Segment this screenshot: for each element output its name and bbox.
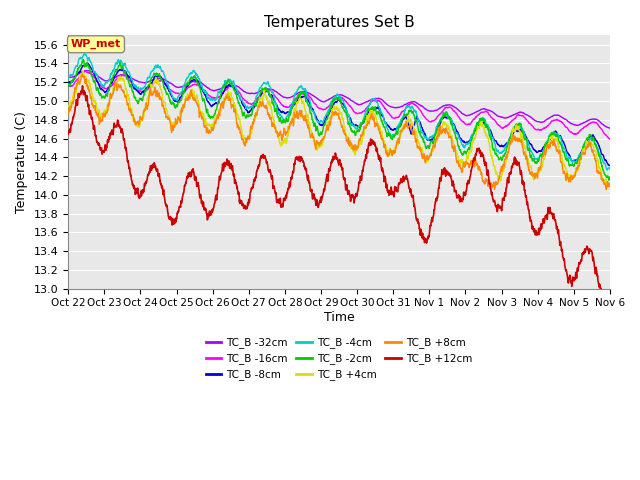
TC_B -2cm xyxy=(212,107,220,112)
TC_B +4cm xyxy=(165,113,173,119)
TC_B +8cm xyxy=(78,72,86,78)
TC_B +12cm xyxy=(582,246,590,252)
TC_B -8cm xyxy=(606,163,614,168)
TC_B -8cm xyxy=(500,144,508,149)
TC_B +4cm xyxy=(64,104,72,109)
TC_B -8cm xyxy=(83,60,91,66)
Line: TC_B -8cm: TC_B -8cm xyxy=(68,63,610,166)
Line: TC_B -4cm: TC_B -4cm xyxy=(68,54,610,170)
TC_B -16cm xyxy=(500,125,508,131)
TC_B +12cm xyxy=(165,215,173,221)
TC_B -4cm xyxy=(165,87,173,93)
TC_B -8cm xyxy=(582,138,590,144)
TC_B +8cm xyxy=(64,110,72,116)
TC_B -32cm xyxy=(344,96,352,101)
Line: TC_B +4cm: TC_B +4cm xyxy=(68,71,610,188)
TC_B -2cm xyxy=(344,121,352,127)
X-axis label: Time: Time xyxy=(324,311,355,324)
TC_B -32cm xyxy=(401,102,408,108)
TC_B -32cm xyxy=(64,74,72,80)
Title: Temperatures Set B: Temperatures Set B xyxy=(264,15,415,30)
TC_B +12cm xyxy=(79,83,86,89)
TC_B -4cm xyxy=(604,167,611,173)
TC_B -32cm xyxy=(165,80,173,85)
Text: WP_met: WP_met xyxy=(71,39,121,49)
TC_B -2cm xyxy=(401,111,408,117)
Line: TC_B +8cm: TC_B +8cm xyxy=(68,75,610,190)
TC_B -32cm xyxy=(582,119,590,124)
TC_B +12cm xyxy=(401,175,408,180)
TC_B -4cm xyxy=(212,96,220,101)
TC_B +4cm xyxy=(603,185,611,191)
TC_B -2cm xyxy=(165,96,173,102)
TC_B -16cm xyxy=(165,86,173,92)
TC_B +8cm xyxy=(500,164,508,169)
TC_B -4cm xyxy=(64,75,72,81)
TC_B +8cm xyxy=(212,118,220,124)
TC_B -8cm xyxy=(165,88,173,94)
TC_B -16cm xyxy=(401,108,408,113)
TC_B -32cm xyxy=(83,68,90,73)
Line: TC_B -2cm: TC_B -2cm xyxy=(68,60,610,180)
TC_B +4cm xyxy=(401,125,408,131)
TC_B -2cm xyxy=(606,174,614,180)
TC_B -16cm xyxy=(212,95,220,101)
TC_B +12cm xyxy=(500,195,508,201)
TC_B +8cm xyxy=(606,183,614,189)
TC_B +4cm xyxy=(344,137,352,143)
TC_B -32cm xyxy=(212,87,220,93)
Line: TC_B -16cm: TC_B -16cm xyxy=(68,71,610,139)
TC_B -2cm xyxy=(64,81,72,87)
TC_B +4cm xyxy=(500,166,508,172)
TC_B -4cm xyxy=(500,147,508,153)
TC_B -4cm xyxy=(401,108,408,114)
TC_B -8cm xyxy=(212,100,220,106)
TC_B +8cm xyxy=(582,145,590,151)
Line: TC_B +12cm: TC_B +12cm xyxy=(68,86,610,304)
TC_B -8cm xyxy=(401,115,408,121)
TC_B -16cm xyxy=(582,123,590,129)
TC_B -4cm xyxy=(81,51,89,57)
TC_B -32cm xyxy=(500,115,508,120)
TC_B +12cm xyxy=(64,132,72,137)
TC_B -2cm xyxy=(605,177,612,183)
TC_B -2cm xyxy=(79,57,87,62)
TC_B -4cm xyxy=(606,166,614,172)
TC_B +8cm xyxy=(344,136,352,142)
TC_B -4cm xyxy=(344,111,352,117)
TC_B +12cm xyxy=(606,294,614,300)
TC_B -2cm xyxy=(500,153,508,158)
TC_B +4cm xyxy=(606,180,614,186)
TC_B +4cm xyxy=(212,116,220,121)
TC_B +12cm xyxy=(212,194,220,200)
Y-axis label: Temperature (C): Temperature (C) xyxy=(15,111,28,213)
TC_B -8cm xyxy=(344,112,352,118)
TC_B -8cm xyxy=(64,79,72,85)
TC_B -16cm xyxy=(344,101,352,107)
TC_B +12cm xyxy=(344,191,352,197)
TC_B +4cm xyxy=(582,138,590,144)
TC_B -32cm xyxy=(606,125,614,131)
TC_B +8cm xyxy=(165,115,173,121)
TC_B +8cm xyxy=(603,187,611,192)
TC_B +4cm xyxy=(79,68,87,73)
TC_B -8cm xyxy=(606,163,614,168)
TC_B -4cm xyxy=(582,139,590,145)
Legend: TC_B -32cm, TC_B -16cm, TC_B -8cm, TC_B -4cm, TC_B -2cm, TC_B +4cm, TC_B +8cm, T: TC_B -32cm, TC_B -16cm, TC_B -8cm, TC_B … xyxy=(202,333,477,384)
TC_B +12cm xyxy=(602,301,610,307)
TC_B -16cm xyxy=(64,83,72,89)
TC_B -16cm xyxy=(606,136,614,142)
TC_B +8cm xyxy=(401,121,408,127)
TC_B -2cm xyxy=(582,137,590,143)
Line: TC_B -32cm: TC_B -32cm xyxy=(68,71,610,128)
TC_B -16cm xyxy=(81,68,89,74)
